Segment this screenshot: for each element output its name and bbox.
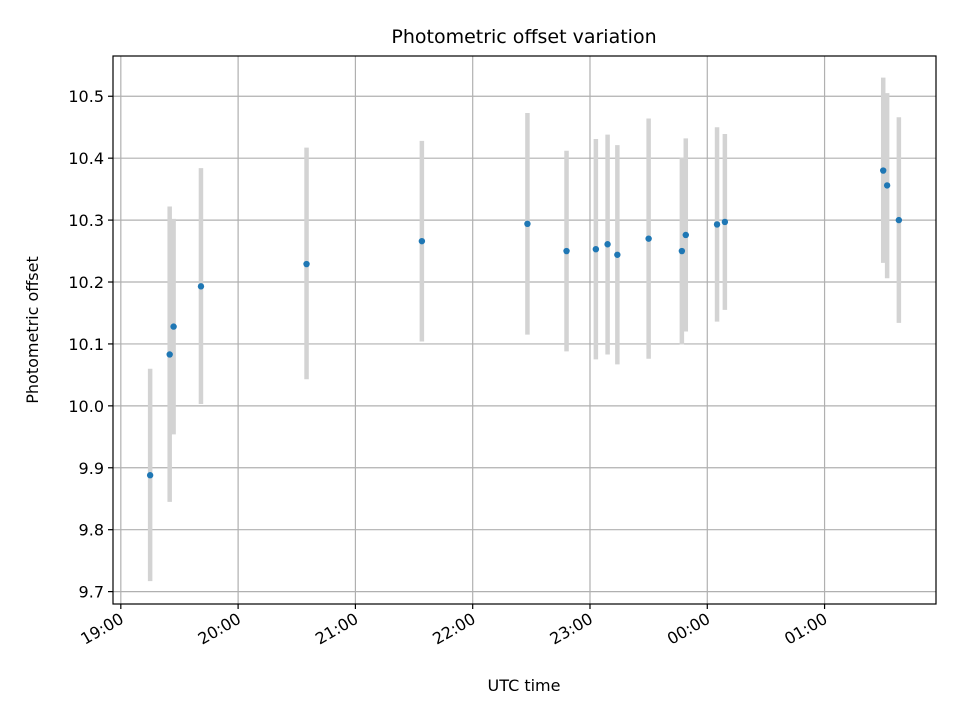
data-point bbox=[678, 247, 686, 255]
data-point bbox=[592, 245, 600, 253]
plot-area-frame bbox=[112, 55, 937, 605]
y-tick-label: 9.8 bbox=[79, 521, 104, 540]
data-point bbox=[170, 323, 177, 330]
grid bbox=[113, 56, 936, 604]
data-points bbox=[146, 167, 903, 479]
data-point bbox=[303, 260, 310, 268]
data-point bbox=[197, 283, 205, 290]
y-tick-label: 10.5 bbox=[68, 87, 104, 106]
data-point bbox=[713, 221, 721, 228]
y-tick-label: 9.9 bbox=[79, 459, 104, 478]
y-tick-label: 10.3 bbox=[68, 211, 104, 230]
data-point bbox=[883, 182, 891, 189]
y-tick-label: 9.7 bbox=[79, 583, 104, 602]
chart-title: Photometric offset variation bbox=[391, 26, 656, 48]
data-point bbox=[645, 235, 652, 242]
data-point bbox=[682, 231, 689, 239]
y-tick-label: 10.4 bbox=[68, 149, 104, 168]
data-point bbox=[614, 251, 621, 258]
data-point bbox=[880, 167, 887, 174]
data-point bbox=[721, 218, 729, 226]
data-point bbox=[563, 247, 570, 255]
x-axis-label: UTC time bbox=[488, 676, 561, 695]
y-tick-label: 10.0 bbox=[68, 397, 104, 416]
data-point bbox=[604, 241, 611, 248]
data-point bbox=[895, 216, 903, 224]
data-point bbox=[166, 351, 173, 358]
y-tick-label: 10.1 bbox=[68, 335, 104, 354]
y-axis-label: Photometric offset bbox=[23, 256, 42, 404]
data-point bbox=[524, 220, 531, 228]
y-axis-ticks: 9.7 9.8 9.9 10.0 10.1 10.2 10.3 10.4 10.5 bbox=[68, 87, 113, 602]
data-point bbox=[418, 237, 426, 245]
y-tick-label: 10.2 bbox=[68, 273, 104, 292]
data-point bbox=[146, 472, 154, 479]
